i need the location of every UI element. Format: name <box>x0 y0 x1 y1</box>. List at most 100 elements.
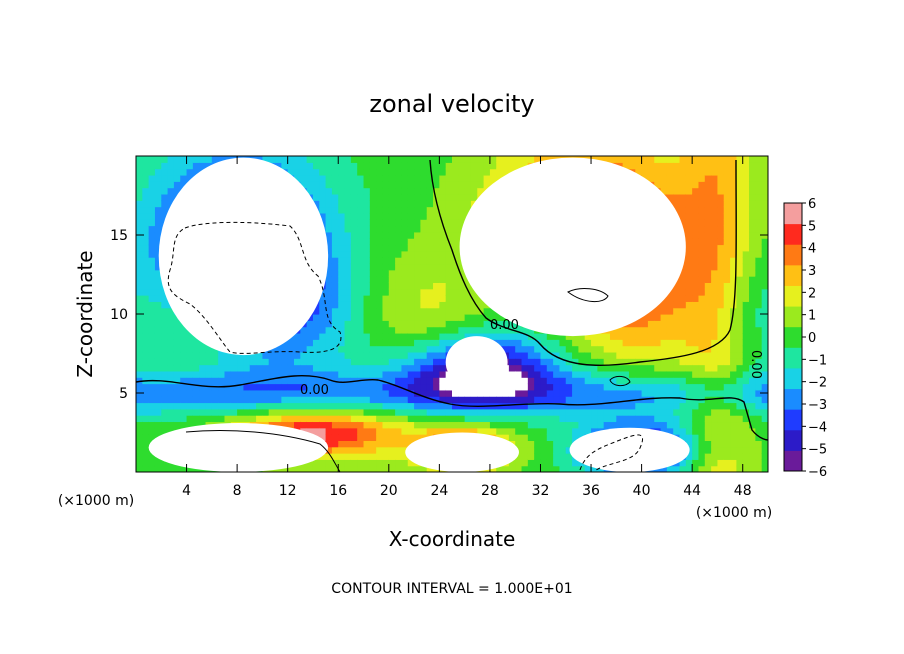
field-cell <box>508 389 516 397</box>
field-cell <box>666 408 674 416</box>
field-cell <box>433 345 440 353</box>
field-cell <box>496 427 504 435</box>
field-cell <box>382 219 390 227</box>
field-cell <box>205 364 213 372</box>
field-cell <box>420 396 428 404</box>
field-cell <box>363 459 371 467</box>
field-cell <box>167 427 175 435</box>
field-cell <box>660 351 668 359</box>
field-cell <box>755 389 763 397</box>
field-cell <box>344 219 352 227</box>
field-cell <box>401 187 409 195</box>
field-cell <box>730 263 737 271</box>
field-cell <box>331 446 339 454</box>
field-cell <box>730 187 737 195</box>
field-cell <box>527 440 535 448</box>
field-cell <box>211 396 219 404</box>
field-cell <box>742 225 750 233</box>
field-cell <box>698 446 706 454</box>
field-cell <box>287 402 295 410</box>
field-cell <box>237 358 245 366</box>
field-cell <box>610 408 617 416</box>
field-cell <box>420 402 428 410</box>
field-cell <box>401 345 409 353</box>
field-cell <box>136 440 143 448</box>
field-cell <box>755 225 763 233</box>
field-cell <box>199 415 207 423</box>
field-cell <box>660 377 668 385</box>
field-cell <box>186 358 194 366</box>
field-cell <box>559 408 567 416</box>
field-cell <box>331 269 339 277</box>
field-cell <box>489 320 497 328</box>
field-cell <box>641 162 649 170</box>
field-cell <box>426 200 434 208</box>
field-cell <box>338 162 346 170</box>
field-cell <box>401 244 409 252</box>
field-cell <box>761 200 768 208</box>
field-cell <box>698 377 706 385</box>
field-cell <box>496 162 504 170</box>
field-cell <box>597 345 605 353</box>
field-cell <box>312 370 320 378</box>
field-cell <box>350 168 358 176</box>
field-cell <box>666 295 674 302</box>
field-cell <box>426 402 434 410</box>
field-cell <box>136 453 143 460</box>
field-cell <box>755 307 763 315</box>
field-cell <box>445 295 453 302</box>
field-cell <box>388 231 396 239</box>
field-cell <box>698 219 706 227</box>
field-cell <box>420 244 428 252</box>
field-cell <box>692 339 700 347</box>
field-cell <box>148 351 156 359</box>
field-cell <box>692 383 700 391</box>
field-cell <box>148 320 156 328</box>
field-cell <box>192 351 200 359</box>
field-cell <box>572 364 579 372</box>
field-cell <box>420 339 428 347</box>
field-cell <box>565 453 573 460</box>
field-cell <box>363 276 371 283</box>
field-cell <box>136 162 143 170</box>
field-cell <box>597 351 605 359</box>
field-cell <box>350 238 358 246</box>
field-cell <box>319 351 327 359</box>
field-cell <box>508 339 516 347</box>
field-cell <box>300 364 308 372</box>
field-cell <box>344 427 352 435</box>
field-cell <box>464 415 472 423</box>
field-cell <box>502 383 510 391</box>
field-cell <box>161 320 169 328</box>
field-cell <box>704 288 712 296</box>
field-cell <box>306 421 314 429</box>
field-cell <box>382 408 390 416</box>
field-cell <box>704 370 712 378</box>
field-cell <box>723 156 731 163</box>
field-cell <box>521 332 529 340</box>
field-cell <box>711 219 719 227</box>
field-cell <box>180 396 188 404</box>
field-cell <box>540 364 548 372</box>
field-cell <box>704 314 712 321</box>
field-cell <box>730 326 737 334</box>
field-cell <box>306 168 314 176</box>
field-cell <box>730 238 737 246</box>
field-cell <box>584 389 592 397</box>
field-cell <box>401 465 409 472</box>
field-cell <box>294 162 301 170</box>
field-cell <box>458 421 466 429</box>
field-cell <box>395 326 403 334</box>
field-cell <box>698 187 706 195</box>
field-cell <box>622 377 630 385</box>
field-cell <box>559 465 567 472</box>
field-cell <box>414 238 421 246</box>
field-cell <box>553 358 561 366</box>
field-cell <box>407 307 415 315</box>
field-cell <box>666 193 674 201</box>
field-cell <box>755 231 763 239</box>
field-cell <box>395 238 403 246</box>
field-cell <box>338 389 346 397</box>
field-cell <box>452 238 459 246</box>
field-cell <box>338 377 346 385</box>
